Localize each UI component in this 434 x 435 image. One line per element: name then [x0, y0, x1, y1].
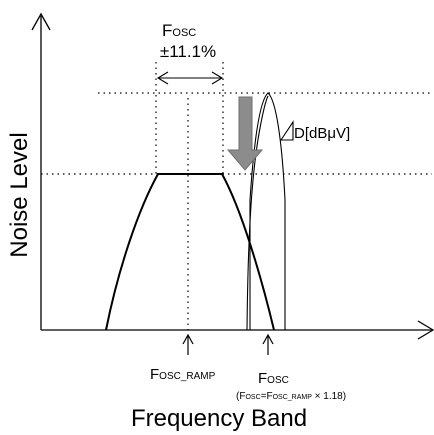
x-axis-title: Frequency Band: [131, 405, 307, 432]
ramp-marker-arrow: [182, 333, 194, 355]
delta-icon: [279, 120, 294, 141]
y-axis: [31, 12, 51, 330]
top-f-main: F: [162, 21, 172, 40]
attenuation-label: D[dBμV]: [294, 125, 350, 142]
top-f-osc-label: FOSC: [162, 21, 196, 40]
x-axis: [41, 320, 434, 340]
top-f-sub: OSC: [172, 27, 196, 39]
ramp-spectrum-curve: [105, 173, 275, 331]
osc-peak-inner-curve: [249, 92, 286, 330]
ramp-marker-label: FOSC_RAMP: [150, 366, 216, 383]
attenuation-down-arrow: [226, 96, 264, 171]
osc-marker-arrow: [262, 333, 274, 355]
y-axis-title: Noise Level: [6, 132, 33, 257]
top-tolerance-label: ±11.1%: [160, 42, 216, 61]
osc-formula-label: (FOSC=FOSC_RAMP × 1.18): [236, 391, 346, 402]
range-double-arrow: [156, 71, 224, 85]
osc-marker-label: FOSC: [258, 370, 289, 387]
